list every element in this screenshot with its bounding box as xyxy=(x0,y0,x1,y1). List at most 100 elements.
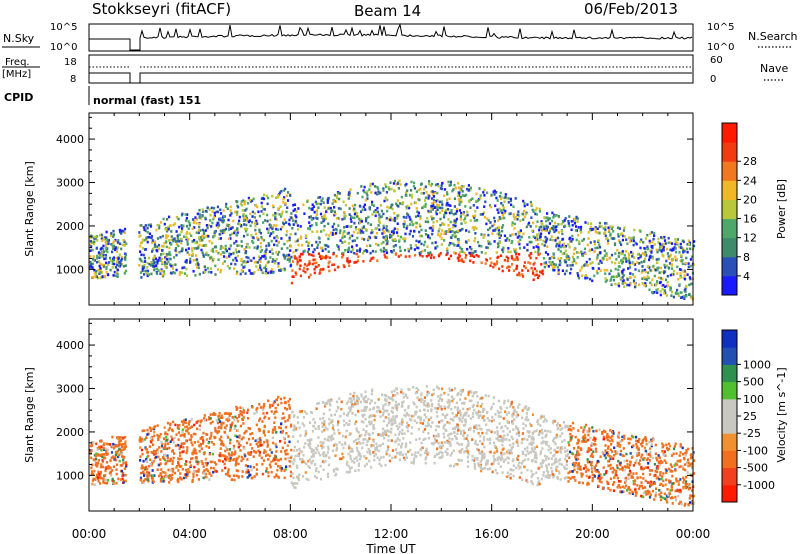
data-cell xyxy=(495,196,498,200)
data-cell xyxy=(508,451,511,455)
data-cell xyxy=(194,247,197,250)
data-cell xyxy=(296,239,299,243)
data-cell xyxy=(453,219,456,223)
data-cell xyxy=(511,437,514,441)
data-cell xyxy=(550,466,553,470)
data-cell xyxy=(639,230,642,233)
data-cell xyxy=(513,222,516,226)
data-cell xyxy=(659,293,662,297)
data-cell xyxy=(530,252,533,255)
data-cell xyxy=(123,257,126,260)
data-cell xyxy=(385,251,389,255)
data-cell xyxy=(278,191,282,194)
data-cell xyxy=(350,215,353,218)
data-cell xyxy=(681,247,684,250)
data-cell xyxy=(361,446,364,450)
data-cell xyxy=(526,248,529,252)
data-cell xyxy=(614,267,617,271)
data-cell xyxy=(501,224,505,227)
data-cell xyxy=(630,251,633,254)
data-cell xyxy=(144,260,147,263)
data-cell xyxy=(171,449,175,452)
data-cell xyxy=(147,223,150,227)
data-cell xyxy=(400,195,403,199)
data-cell xyxy=(410,193,413,197)
data-cell xyxy=(446,447,449,451)
data-cell xyxy=(264,256,267,259)
data-cell xyxy=(516,213,519,217)
data-cell xyxy=(124,435,127,439)
data-cell xyxy=(262,451,266,454)
y-tick-label: 3000 xyxy=(56,177,84,190)
data-cell xyxy=(265,248,268,251)
data-cell xyxy=(687,242,690,246)
data-cell xyxy=(532,472,535,476)
data-cell xyxy=(341,236,344,240)
data-cell xyxy=(219,218,222,222)
data-cell xyxy=(680,259,683,262)
data-cell xyxy=(407,247,410,251)
data-cell xyxy=(162,252,165,256)
colorbar-tick-label: 16 xyxy=(743,213,757,226)
data-cell xyxy=(614,275,617,279)
data-cell xyxy=(142,459,145,463)
data-cell xyxy=(273,224,276,227)
data-cell xyxy=(666,274,669,278)
data-cell xyxy=(621,485,624,489)
data-cell xyxy=(144,467,147,470)
data-cell xyxy=(275,224,278,227)
data-cell xyxy=(468,251,471,255)
data-cell xyxy=(428,404,431,408)
data-cell xyxy=(685,256,688,260)
data-cell xyxy=(375,236,378,239)
data-cell xyxy=(115,468,118,471)
data-cell xyxy=(605,252,608,255)
data-cell xyxy=(604,449,607,452)
data-cell xyxy=(193,226,196,229)
data-cell xyxy=(271,271,274,275)
data-cell xyxy=(410,180,413,184)
data-cell xyxy=(196,419,199,423)
data-cell xyxy=(684,249,687,253)
data-cell xyxy=(240,200,243,203)
data-cell xyxy=(211,259,214,263)
data-cell xyxy=(651,489,654,493)
data-cell xyxy=(555,242,559,246)
data-cell xyxy=(100,255,103,258)
data-cell xyxy=(666,280,669,284)
data-cell xyxy=(655,258,658,261)
data-cell xyxy=(579,269,582,272)
data-cell xyxy=(438,200,441,204)
data-cell xyxy=(631,252,635,255)
data-cell xyxy=(567,480,570,483)
data-cell xyxy=(201,210,205,213)
data-cell xyxy=(333,268,337,272)
data-cell xyxy=(212,216,216,219)
data-cell xyxy=(232,447,235,450)
data-cell xyxy=(318,240,321,244)
data-cell xyxy=(417,188,420,192)
data-cell xyxy=(416,210,419,213)
data-cell xyxy=(141,481,144,484)
data-cell xyxy=(248,246,251,249)
data-cell xyxy=(396,437,399,440)
data-cell xyxy=(551,264,554,267)
data-cell xyxy=(139,250,142,253)
data-cell xyxy=(218,233,221,236)
data-cell xyxy=(195,460,198,463)
data-cell xyxy=(190,441,193,444)
data-cell xyxy=(542,474,545,477)
data-cell xyxy=(425,404,428,407)
data-cell xyxy=(350,220,353,223)
data-cell xyxy=(645,452,649,455)
data-cell xyxy=(92,242,96,246)
data-cell xyxy=(480,251,483,254)
data-cell xyxy=(156,424,159,427)
data-cell xyxy=(100,445,103,449)
data-cell xyxy=(608,454,611,458)
data-cell xyxy=(405,194,408,197)
data-cell xyxy=(449,230,452,233)
data-cell xyxy=(419,234,422,238)
data-cell xyxy=(316,402,319,405)
